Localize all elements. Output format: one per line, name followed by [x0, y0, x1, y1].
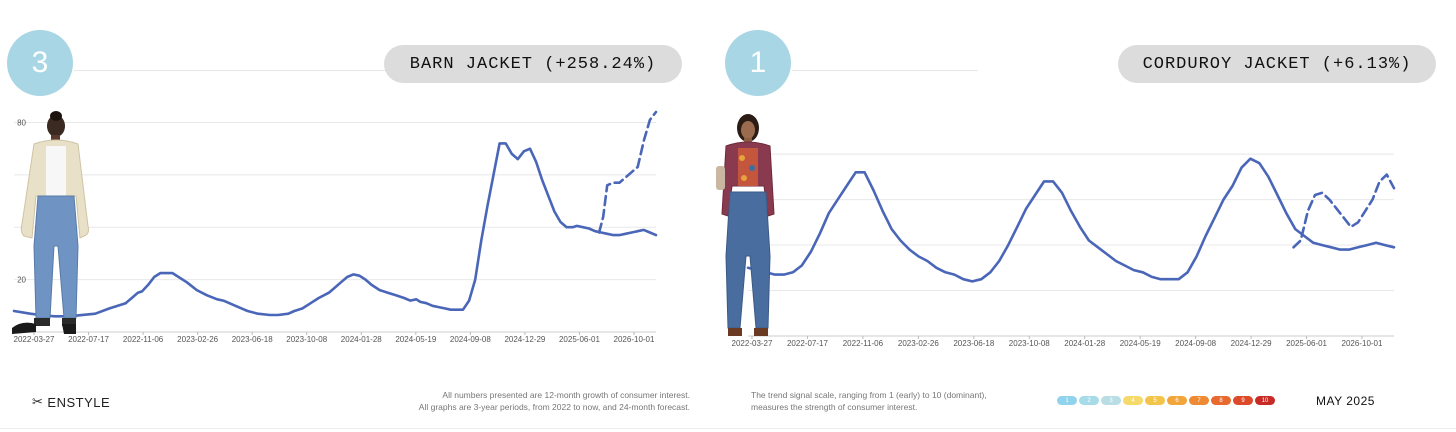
- x-tick-label: 2025-06-01: [559, 335, 600, 344]
- scale-note: The trend signal scale, ranging from 1 (…: [751, 389, 987, 413]
- y-tick-label: 80: [17, 118, 26, 127]
- trend-title: BARN JACKET (+258.24%): [409, 54, 657, 74]
- y-tick-label: 20: [17, 276, 26, 285]
- rank-badge: 1: [725, 30, 791, 96]
- x-tick-label: 2022-07-17: [68, 335, 109, 344]
- trend-title-pill: BARN JACKET (+258.24%): [384, 45, 682, 83]
- x-tick-label: 2024-12-29: [1231, 339, 1272, 348]
- methodology-line-1: All numbers presented are 12-month growt…: [442, 390, 690, 400]
- brand-logo: ✂ ENSTYLE: [32, 394, 110, 410]
- title-divider: [74, 70, 394, 71]
- footer-divider: [0, 428, 1456, 429]
- scale-level-2: 2: [1079, 396, 1099, 405]
- x-tick-label: 2022-11-06: [843, 339, 884, 348]
- scale-level-9: 9: [1233, 396, 1253, 405]
- methodology-note: All numbers presented are 12-month growt…: [419, 389, 690, 413]
- x-tick-label: 2024-05-19: [1120, 339, 1161, 348]
- scale-level-6: 6: [1167, 396, 1187, 405]
- x-tick-label: 2023-10-08: [1009, 339, 1050, 348]
- scale-level-7: 7: [1189, 396, 1209, 405]
- scale-level-8: 8: [1211, 396, 1231, 405]
- scale-level-1: 1: [1057, 396, 1077, 405]
- title-divider: [792, 70, 978, 71]
- x-tick-label: 2023-06-18: [953, 339, 994, 348]
- history-line: [746, 157, 1396, 283]
- x-tick-label: 2024-09-08: [450, 335, 491, 344]
- trend-signal-scale: 1 2 3 4 5 6 7 8 9 10: [1057, 396, 1275, 405]
- scale-note-line-2: measures the strength of consumer intere…: [751, 402, 918, 412]
- forecast-line: [597, 110, 658, 234]
- trend-title: CORDUROY JACKET (+6.13%): [1142, 54, 1412, 74]
- trend-line-chart: 2022-03-27 2022-07-17 2022-11-06 2023-02-26…: [732, 153, 1396, 348]
- x-tick-label: 2023-02-26: [898, 339, 939, 348]
- trend-line-chart: 20 80 2022-03-27 2022-07-17 2022-11-06 2023-0…: [12, 110, 658, 344]
- x-tick-label: 2026-10-01: [1342, 339, 1383, 348]
- scale-note-line-1: The trend signal scale, ranging from 1 (…: [751, 390, 987, 400]
- x-tick-label: 2023-06-18: [232, 335, 273, 344]
- methodology-line-2: All graphs are 3-year periods, from 2022…: [418, 402, 690, 412]
- x-tick-label: 2024-12-29: [504, 335, 545, 344]
- model-photo-corduroy-jacket: [716, 114, 775, 336]
- rank-number: 1: [749, 46, 767, 79]
- footer: ✂ ENSTYLE All numbers presented are 12-m…: [0, 372, 1456, 432]
- x-tick-label: 2025-06-01: [1286, 339, 1327, 348]
- trend-panel-corduroy-jacket: 1 CORDUROY JACKET (+6.13%) 2022-03-27 202…: [716, 0, 1456, 372]
- x-tick-label: 2022-07-17: [787, 339, 828, 348]
- x-tick-label: 2024-01-28: [1064, 339, 1105, 348]
- trend-panel-barn-jacket: 3 BARN JACKET (+258.24%) 20 80 2022-03-27 2…: [0, 0, 728, 372]
- scale-level-3: 3: [1101, 396, 1121, 405]
- scale-level-10: 10: [1255, 396, 1275, 405]
- x-tick-label: 2024-05-19: [395, 335, 436, 344]
- model-photo-barn-jacket: [12, 111, 89, 334]
- brand-name: ENSTYLE: [47, 394, 111, 410]
- x-tick-label: 2022-11-06: [123, 335, 164, 344]
- x-tick-label: 2026-10-01: [614, 335, 655, 344]
- report-date: MAY 2025: [1316, 394, 1375, 408]
- scale-level-4: 4: [1123, 396, 1143, 405]
- scissors-icon: ✂: [32, 394, 44, 409]
- rank-badge: 3: [7, 30, 73, 96]
- forecast-line: [1292, 173, 1396, 249]
- x-tick-label: 2024-09-08: [1175, 339, 1216, 348]
- x-tick-label: 2024-01-28: [341, 335, 382, 344]
- trend-title-pill: CORDUROY JACKET (+6.13%): [1118, 45, 1436, 83]
- x-tick-label: 2022-03-27: [732, 339, 773, 348]
- x-tick-label: 2022-03-27: [14, 335, 55, 344]
- x-tick-label: 2023-02-26: [177, 335, 218, 344]
- x-tick-label: 2023-10-08: [286, 335, 327, 344]
- rank-number: 3: [31, 46, 49, 79]
- scale-level-5: 5: [1145, 396, 1165, 405]
- history-line: [12, 142, 658, 318]
